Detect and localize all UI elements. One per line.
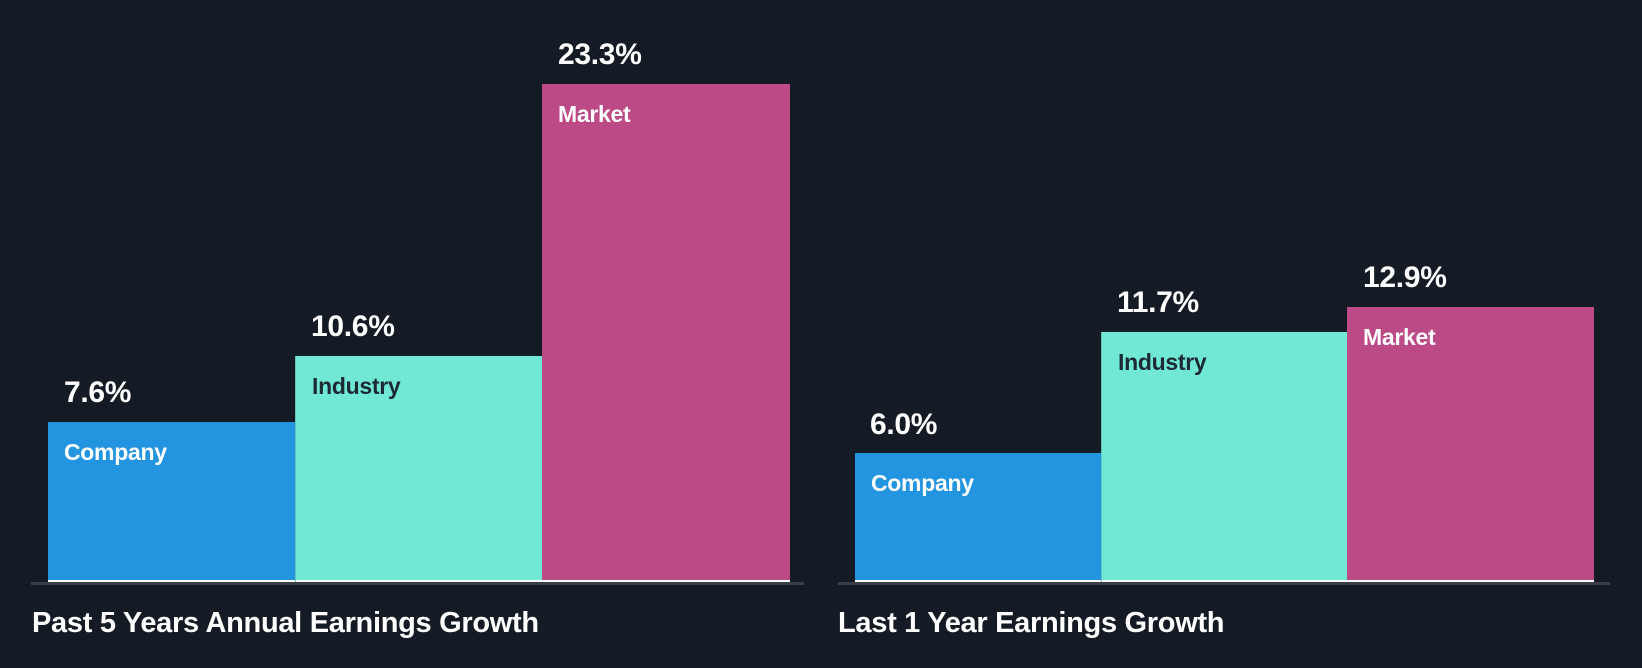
bar-market: Market — [542, 84, 790, 583]
value-industry: 10.6% — [311, 310, 395, 343]
bar-label-company: Company — [64, 439, 167, 465]
bar-market: Market — [1347, 307, 1594, 583]
chart-title: Past 5 Years Annual Earnings Growth — [32, 607, 539, 639]
bar-label-market: Market — [558, 101, 631, 127]
x-axis-line — [838, 582, 1610, 585]
value-industry: 11.7% — [1117, 286, 1199, 319]
value-market: 12.9% — [1363, 261, 1447, 294]
value-company: 7.6% — [64, 376, 132, 409]
bar-label-market: Market — [1363, 324, 1436, 350]
chart-title: Last 1 Year Earnings Growth — [838, 607, 1225, 639]
bar-label-company: Company — [871, 470, 974, 496]
bar-industry: Industry — [1101, 332, 1348, 583]
value-market: 23.3% — [558, 38, 642, 71]
value-company: 6.0% — [870, 408, 938, 441]
x-axis-line — [31, 582, 804, 585]
bar-company: Company — [48, 422, 295, 583]
bar-label-industry: Industry — [312, 373, 401, 399]
bar-company: Company — [855, 453, 1101, 583]
bar-label-industry: Industry — [1118, 349, 1207, 375]
bar-industry: Industry — [295, 356, 543, 583]
